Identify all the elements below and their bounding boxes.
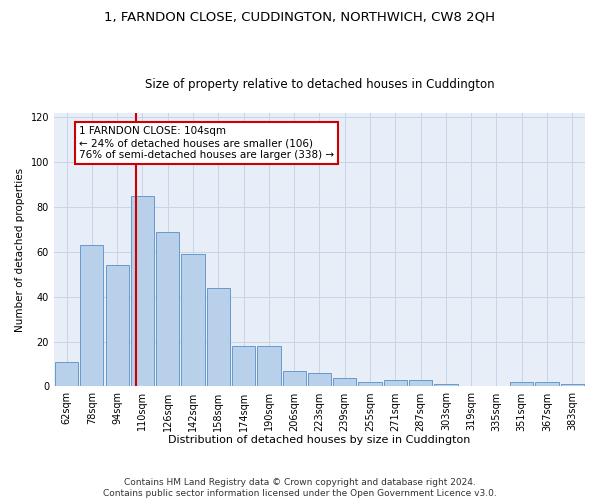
Bar <box>156 232 179 386</box>
Bar <box>206 288 230 386</box>
Bar <box>409 380 432 386</box>
Bar <box>333 378 356 386</box>
Text: 1, FARNDON CLOSE, CUDDINGTON, NORTHWICH, CW8 2QH: 1, FARNDON CLOSE, CUDDINGTON, NORTHWICH,… <box>104 10 496 23</box>
Bar <box>358 382 382 386</box>
Bar <box>80 246 103 386</box>
Title: Size of property relative to detached houses in Cuddington: Size of property relative to detached ho… <box>145 78 494 91</box>
X-axis label: Distribution of detached houses by size in Cuddington: Distribution of detached houses by size … <box>168 435 470 445</box>
Bar <box>55 362 78 386</box>
Bar <box>434 384 458 386</box>
Bar <box>232 346 255 387</box>
Text: Contains HM Land Registry data © Crown copyright and database right 2024.
Contai: Contains HM Land Registry data © Crown c… <box>103 478 497 498</box>
Bar <box>561 384 584 386</box>
Bar <box>308 373 331 386</box>
Y-axis label: Number of detached properties: Number of detached properties <box>15 168 25 332</box>
Bar <box>383 380 407 386</box>
Bar <box>510 382 533 386</box>
Bar <box>106 266 129 386</box>
Bar <box>181 254 205 386</box>
Bar <box>131 196 154 386</box>
Text: 1 FARNDON CLOSE: 104sqm
← 24% of detached houses are smaller (106)
76% of semi-d: 1 FARNDON CLOSE: 104sqm ← 24% of detache… <box>79 126 334 160</box>
Bar <box>283 371 306 386</box>
Bar <box>257 346 281 387</box>
Bar <box>535 382 559 386</box>
